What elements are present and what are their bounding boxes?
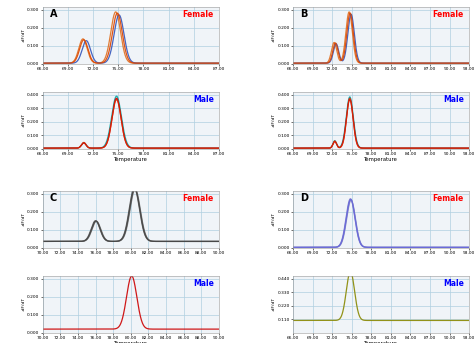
Text: Female: Female [182,194,214,203]
Y-axis label: -dF/dT: -dF/dT [272,28,276,42]
Text: B: B [300,9,308,19]
Text: Female: Female [433,194,464,203]
X-axis label: Temperature: Temperature [114,157,148,162]
Text: Female: Female [182,10,214,19]
Text: Male: Male [193,95,214,104]
Y-axis label: -dF/dT: -dF/dT [22,113,26,127]
Text: C: C [50,193,57,203]
Y-axis label: -dF/dT: -dF/dT [22,212,26,226]
Text: Male: Male [443,279,464,288]
Y-axis label: -dF/dT: -dF/dT [272,212,276,226]
Text: D: D [300,193,308,203]
Text: A: A [50,9,57,19]
Y-axis label: -dF/dT: -dF/dT [272,113,276,127]
Y-axis label: -dF/dT: -dF/dT [22,28,26,42]
Text: Male: Male [193,279,214,288]
Y-axis label: -dF/dT: -dF/dT [22,297,26,311]
X-axis label: Temperature: Temperature [114,341,148,343]
X-axis label: Temperature: Temperature [364,157,398,162]
Y-axis label: -dF/dT: -dF/dT [272,297,276,311]
X-axis label: Temperature: Temperature [364,341,398,343]
Text: Female: Female [433,10,464,19]
Text: Male: Male [443,95,464,104]
